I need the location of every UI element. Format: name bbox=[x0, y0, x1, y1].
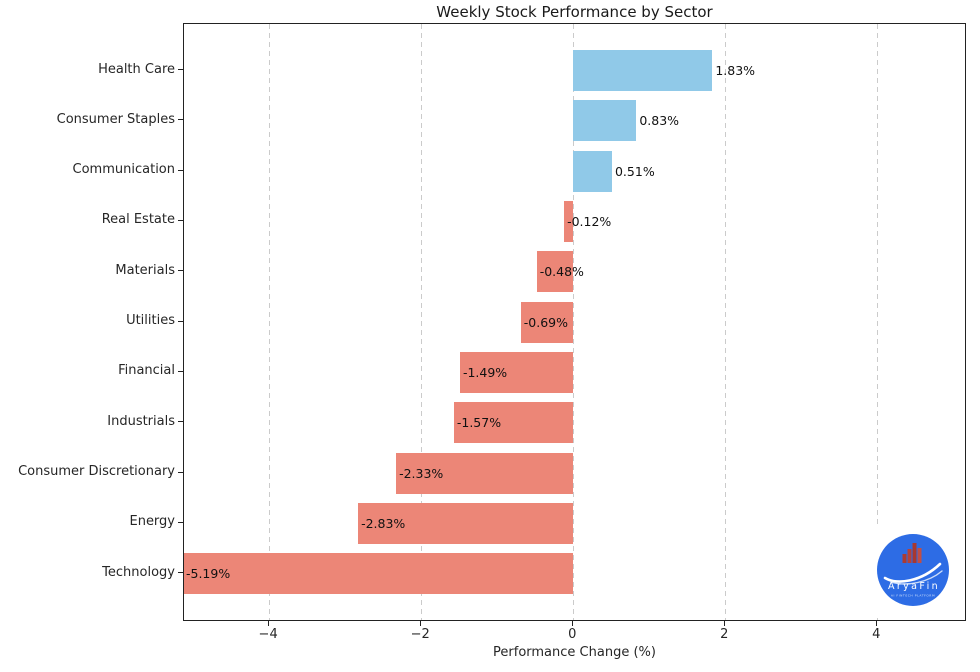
y-tick-label-health-care: Health Care bbox=[98, 61, 175, 77]
y-tick-label-financial: Financial bbox=[118, 363, 175, 379]
value-label-energy: -2.83% bbox=[361, 515, 406, 531]
plot-area: 1.83% 0.83% 0.51% -0.12% -0.48% -0.69% -1.49% -… bbox=[183, 23, 966, 621]
y-tick-label-technology: Technology bbox=[102, 564, 175, 580]
value-label-health-care: 1.83% bbox=[715, 63, 756, 78]
x-tick--4 bbox=[267, 621, 269, 626]
x-tick-label-0: 0 bbox=[568, 627, 577, 642]
bar-consumer-staples bbox=[573, 100, 637, 142]
aryafin-logo: AryaFin AI FINTECH PLATFORM bbox=[877, 534, 949, 606]
y-tick-energy bbox=[178, 521, 183, 524]
y-tick-industrials bbox=[178, 421, 183, 423]
value-label-real-estate: -0.12% bbox=[567, 213, 612, 229]
value-label-utilities: -0.69% bbox=[523, 314, 568, 330]
y-tick-health-care bbox=[178, 68, 183, 71]
bar-technology bbox=[184, 553, 574, 595]
bar-utilities bbox=[520, 301, 574, 343]
chart-title: Weekly Stock Performance by Sector bbox=[436, 3, 713, 21]
bar-health-care bbox=[573, 50, 713, 91]
y-tick-label-consumer-staples: Consumer Staples bbox=[56, 111, 175, 127]
bar-real-estate bbox=[564, 200, 574, 242]
value-label-financial: -1.49% bbox=[462, 364, 508, 380]
value-label-consumer-staples: 0.83% bbox=[639, 113, 680, 129]
bar-energy bbox=[358, 502, 574, 544]
x-tick--2 bbox=[419, 621, 421, 626]
gridline-4 bbox=[876, 24, 878, 620]
x-tick-label--2: −2 bbox=[410, 627, 430, 642]
value-label-communication: 0.51% bbox=[614, 163, 655, 179]
y-tick-label-energy: Energy bbox=[129, 514, 175, 530]
bar-chart-logo-icon: AryaFin AI FINTECH PLATFORM bbox=[877, 534, 949, 606]
value-label-technology: -5.19% bbox=[186, 566, 231, 582]
logo-wordmark: AryaFin bbox=[888, 581, 940, 592]
value-label-materials: -0.48% bbox=[539, 264, 584, 280]
y-tick-financial bbox=[178, 370, 183, 373]
y-tick-materials bbox=[178, 270, 183, 272]
bar-industrials bbox=[453, 402, 574, 444]
bar-communication bbox=[573, 150, 612, 192]
y-tick-real-estate bbox=[178, 219, 183, 222]
y-tick-label-communication: Communication bbox=[72, 162, 175, 178]
x-tick-label-4: 4 bbox=[872, 627, 881, 642]
y-tick-technology bbox=[178, 572, 183, 574]
x-tick-2 bbox=[723, 621, 725, 626]
x-tick-0 bbox=[571, 621, 573, 626]
y-tick-communication bbox=[178, 169, 183, 171]
logo-circle bbox=[877, 534, 949, 606]
value-label-consumer-discretionary: -2.33% bbox=[399, 465, 444, 481]
y-tick-consumer-discretionary bbox=[178, 471, 183, 473]
y-tick-label-industrials: Industrials bbox=[107, 413, 175, 429]
gridline-2 bbox=[724, 24, 726, 620]
bar-chart-icon bbox=[902, 543, 922, 563]
bar-consumer-discretionary bbox=[396, 452, 574, 494]
x-tick-label-2: 2 bbox=[720, 627, 729, 642]
y-tick-label-consumer-discretionary: Consumer Discretionary bbox=[18, 464, 175, 480]
y-tick-utilities bbox=[178, 320, 183, 322]
value-label-industrials: -1.57% bbox=[456, 415, 502, 431]
gridline--2 bbox=[420, 24, 422, 620]
y-tick-label-real-estate: Real Estate bbox=[101, 212, 175, 228]
x-tick-label--4: −4 bbox=[258, 627, 278, 642]
bar-materials bbox=[536, 251, 574, 293]
y-tick-label-materials: Materials bbox=[115, 262, 175, 278]
y-tick-label-utilities: Utilities bbox=[126, 313, 175, 329]
logo-tagline: AI FINTECH PLATFORM bbox=[891, 594, 935, 598]
swoosh-icon bbox=[883, 562, 943, 585]
y-tick-consumer-staples bbox=[178, 119, 183, 121]
x-tick-4 bbox=[875, 621, 877, 626]
bar-financial bbox=[459, 351, 574, 393]
gridline--4 bbox=[268, 24, 270, 620]
x-axis-label: Performance Change (%) bbox=[493, 645, 656, 660]
